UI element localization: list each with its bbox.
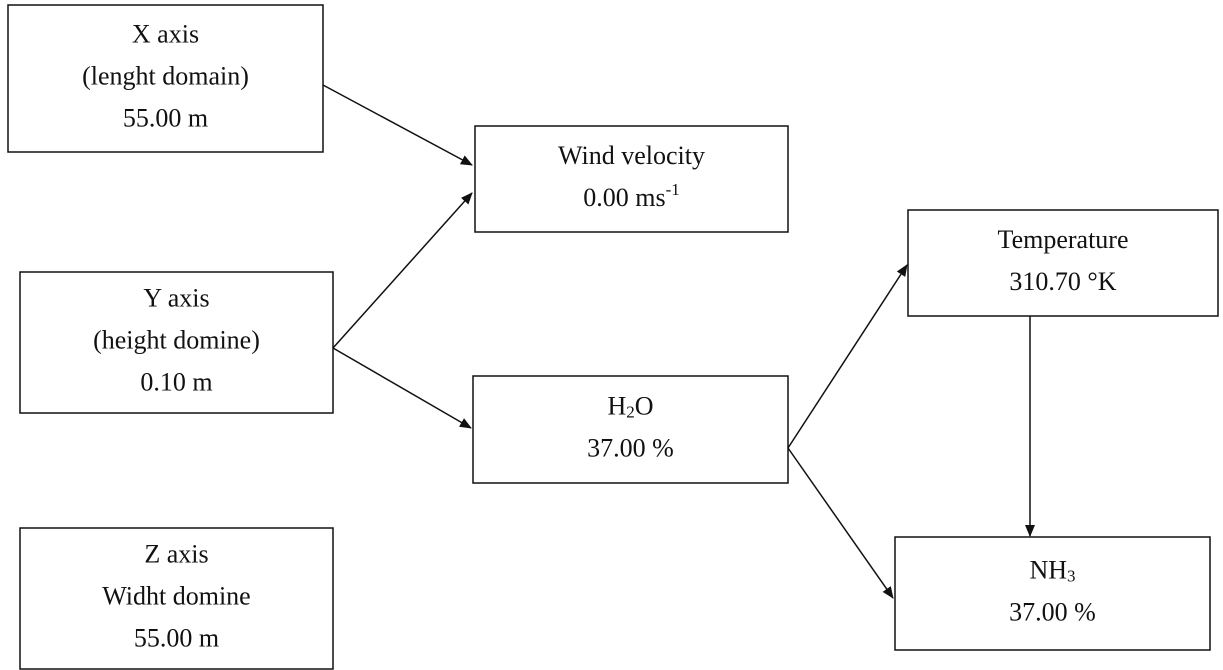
node-label: 37.00 % bbox=[1009, 597, 1096, 626]
label-text: 0.00 ms bbox=[583, 183, 665, 212]
label-text: O bbox=[635, 391, 654, 420]
superscript: -1 bbox=[666, 180, 680, 199]
label-text: X axis bbox=[132, 19, 199, 48]
label-text: 37.00 % bbox=[1009, 597, 1096, 626]
label-text: H bbox=[607, 391, 626, 420]
node-label: (height domine) bbox=[93, 325, 260, 354]
edges bbox=[322, 84, 1035, 599]
edge bbox=[322, 84, 473, 166]
node-label: Widht domine bbox=[102, 581, 250, 610]
node-label: 0.10 m bbox=[140, 367, 212, 396]
subscript: 2 bbox=[626, 402, 635, 421]
label-text: 310.70 °K bbox=[1009, 267, 1116, 296]
node: Y axis (height domine) 0.10 m bbox=[19, 271, 334, 414]
node-box bbox=[472, 375, 789, 484]
subscript: 3 bbox=[1067, 566, 1076, 585]
nodes: X axis (lenght domain) 55.00 m Wind velocit… bbox=[7, 4, 1219, 670]
node-box bbox=[907, 209, 1219, 317]
node-label: Wind velocity bbox=[558, 141, 705, 170]
edge bbox=[787, 264, 908, 449]
node-box bbox=[19, 527, 334, 670]
label-text: 55.00 m bbox=[134, 623, 219, 652]
node: NH3 37.00 % bbox=[894, 536, 1211, 651]
node-box bbox=[7, 4, 324, 153]
node-label: Y axis bbox=[143, 283, 209, 312]
node-box bbox=[894, 536, 1211, 651]
label-text: 55.00 m bbox=[123, 103, 208, 132]
node-label: Z axis bbox=[144, 539, 208, 568]
label-text: Y axis bbox=[143, 283, 209, 312]
node-label: (lenght domain) bbox=[82, 61, 249, 90]
node-box bbox=[474, 125, 789, 233]
edge bbox=[332, 192, 473, 349]
node-label: 37.00 % bbox=[587, 433, 674, 462]
label-text: 0.10 m bbox=[140, 367, 212, 396]
label-text: Temperature bbox=[998, 225, 1129, 254]
node-label: NH3 bbox=[1029, 555, 1075, 585]
node: X axis (lenght domain) 55.00 m bbox=[7, 4, 324, 153]
node-label: 0.00 ms-1 bbox=[583, 180, 680, 212]
node: Z axis Widht domine 55.00 m bbox=[19, 527, 334, 670]
label-text: Z axis bbox=[144, 539, 208, 568]
node-box bbox=[19, 271, 334, 414]
label-text: NH bbox=[1029, 555, 1067, 584]
node: H2O 37.00 % bbox=[472, 375, 789, 484]
node-label: H2O bbox=[607, 391, 653, 421]
label-text: (height domine) bbox=[93, 325, 260, 354]
label-text: Wind velocity bbox=[558, 141, 705, 170]
edge bbox=[787, 447, 894, 599]
node: Wind velocity 0.00 ms-1 bbox=[474, 125, 789, 233]
edge bbox=[332, 347, 472, 429]
node-label: X axis bbox=[132, 19, 199, 48]
node-label: 55.00 m bbox=[123, 103, 208, 132]
node-label: 55.00 m bbox=[134, 623, 219, 652]
node-label: Temperature bbox=[998, 225, 1129, 254]
node-label: 310.70 °K bbox=[1009, 267, 1116, 296]
label-text: 37.00 % bbox=[587, 433, 674, 462]
node: Temperature 310.70 °K bbox=[907, 209, 1219, 317]
label-text: Widht domine bbox=[102, 581, 250, 610]
label-text: (lenght domain) bbox=[82, 61, 249, 90]
